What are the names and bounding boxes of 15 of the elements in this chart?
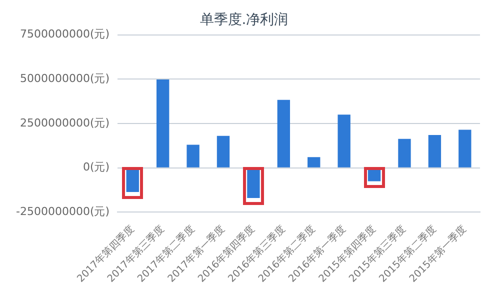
y-tick-label: 2500000000(元)	[20, 116, 110, 130]
bar	[216, 136, 230, 168]
y-tick-label: 5000000000(元)	[20, 72, 110, 85]
y-tick-label: 7500000000(元)	[20, 28, 110, 41]
bar	[156, 79, 170, 168]
y-tick-label: -2500000000(元)	[16, 205, 110, 218]
bar	[458, 130, 472, 168]
bar	[398, 138, 411, 168]
y-tick-label: 0(元)	[82, 160, 110, 174]
bar	[277, 100, 290, 168]
bar	[428, 135, 442, 168]
bar	[186, 144, 200, 168]
bar	[338, 114, 350, 168]
chart-title: 单季度.净利润	[200, 12, 288, 28]
bar	[308, 157, 320, 168]
